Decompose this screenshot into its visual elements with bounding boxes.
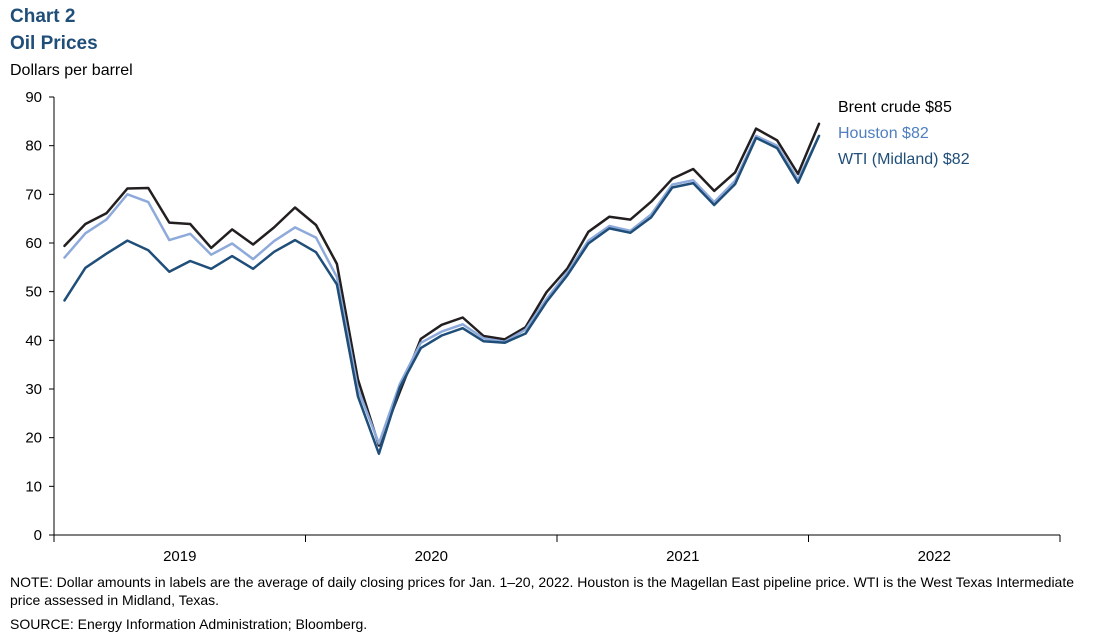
y-tick-label: 80 [25,138,42,155]
series-label-houston: Houston $82 [838,125,929,142]
y-tick-label: 40 [25,332,42,349]
y-tick-label: 30 [25,381,42,398]
x-tick-label: 2019 [163,548,196,565]
y-tick-label: 20 [25,430,42,447]
y-axis-unit-label: Dollars per barrel [10,62,133,79]
x-tick-label: 2020 [415,548,448,565]
y-tick-label: 60 [25,235,42,252]
series-line-brent-crude [63,122,821,447]
y-tick-label: 0 [34,527,42,544]
chart-source: SOURCE: Energy Information Administratio… [10,616,368,632]
series-line-houston [63,134,821,445]
y-tick-label: 10 [25,478,42,495]
y-tick-label: 90 [25,89,42,106]
series-label-wti-midland: WTI (Midland) $82 [838,151,970,168]
x-tick-label: 2021 [666,548,699,565]
y-tick-label: 50 [25,284,42,301]
chart-note: NOTE: Dollar amounts in labels are the a… [10,574,1075,608]
x-tick-label: 2022 [918,548,951,565]
chart-title: Oil Prices [10,33,98,54]
chart-number: Chart 2 [10,6,76,27]
series-label-brent-crude: Brent crude $85 [838,99,952,116]
y-tick-label: 70 [25,186,42,203]
series-line-wti-midland [63,134,821,455]
